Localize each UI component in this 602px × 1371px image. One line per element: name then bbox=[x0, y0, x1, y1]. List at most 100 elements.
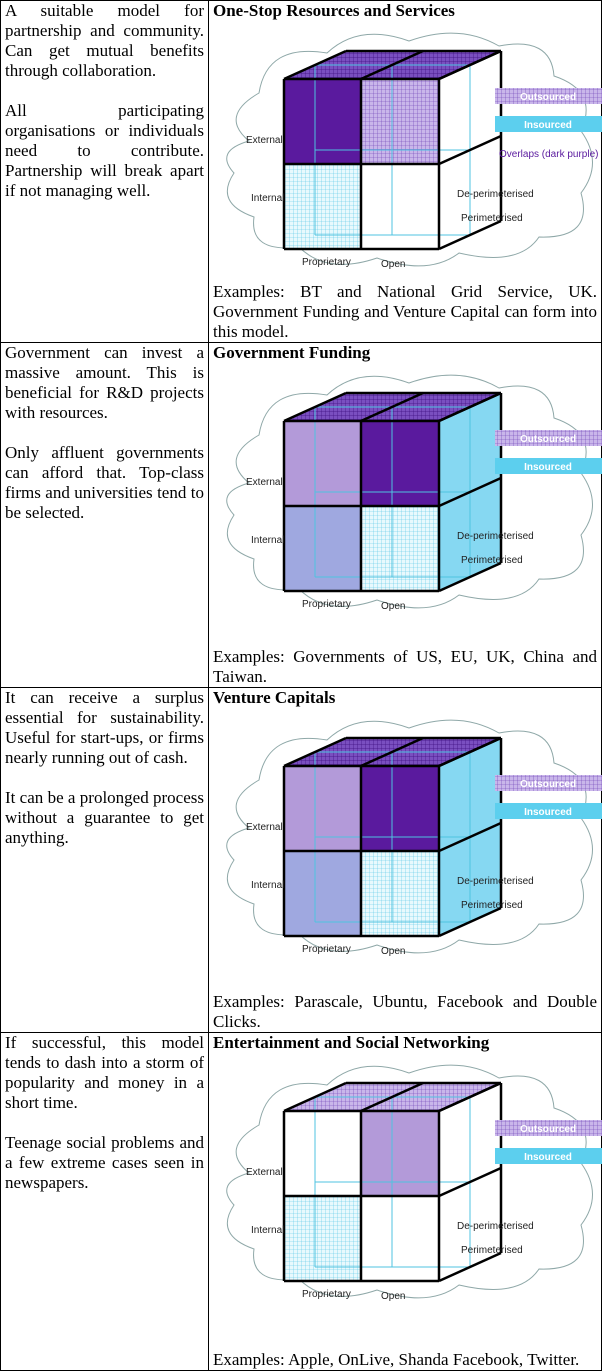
cube-edge bbox=[438, 391, 502, 423]
description-paragraph: A suitable model for partnership and com… bbox=[5, 1, 204, 80]
model-cell: Entertainment and Social Networking Exter… bbox=[208, 1032, 602, 1371]
cube-edge bbox=[438, 906, 502, 938]
description-paragraph: All participating organisations or indiv… bbox=[5, 101, 204, 200]
cube-edge bbox=[283, 736, 347, 768]
model-diagram: External Internal Proprietary Open De-perime… bbox=[226, 32, 602, 270]
model-title: Venture Capitals bbox=[213, 688, 336, 707]
table-row: Government can invest a massive amount. … bbox=[0, 342, 602, 688]
model-diagram: External Internal Proprietary Open De-perime… bbox=[226, 719, 602, 957]
cube-cell bbox=[361, 421, 439, 506]
diagram-label: Proprietary bbox=[302, 599, 351, 610]
diagram-label: Overlaps (dark purple) bbox=[499, 149, 598, 160]
cloud bbox=[226, 32, 593, 267]
description-cell: A suitable model for partnership and com… bbox=[0, 0, 209, 343]
diagram-label: External bbox=[246, 822, 283, 833]
model-title: One-Stop Resources and Services bbox=[213, 1, 455, 20]
model-diagram: External Internal Proprietary Open De-perime… bbox=[226, 1064, 602, 1302]
cube-edge bbox=[438, 134, 502, 166]
diagram-label: Internal bbox=[251, 193, 284, 204]
cube-edge bbox=[360, 736, 424, 768]
diagram-label: Open bbox=[381, 946, 405, 957]
description-paragraph: Teenage social problems and a few extrem… bbox=[5, 1133, 204, 1192]
description-cell: Government can invest a massive amount. … bbox=[0, 342, 209, 688]
cube-cell bbox=[284, 851, 361, 936]
diagram-label: Internal bbox=[251, 1225, 284, 1236]
cube-edge bbox=[360, 49, 424, 81]
cube-cell bbox=[284, 164, 361, 249]
diagram-label: Outsourced bbox=[520, 779, 576, 790]
model-examples: Examples: BT and National Grid Service, … bbox=[213, 282, 597, 341]
diagram-label: Perimeterised bbox=[461, 555, 523, 566]
model-diagram: External Internal Proprietary Open De-perime… bbox=[226, 374, 602, 612]
cube-cell bbox=[284, 506, 361, 591]
cloud bbox=[226, 374, 593, 609]
cube-edge bbox=[283, 391, 347, 423]
cube-edge bbox=[438, 736, 502, 768]
description-cell: It can receive a surplus essential for s… bbox=[0, 687, 209, 1033]
cube-cell bbox=[284, 1111, 361, 1196]
cube-cell bbox=[361, 164, 439, 249]
diagram-label: Insourced bbox=[524, 807, 572, 818]
cube-cell bbox=[284, 421, 361, 506]
diagram-label: Internal bbox=[251, 880, 284, 891]
cube-edge bbox=[360, 391, 424, 423]
legend-insourced bbox=[495, 116, 602, 132]
diagram-label: Perimeterised bbox=[461, 213, 523, 224]
cloud bbox=[226, 1064, 593, 1299]
cube-edge bbox=[438, 1251, 502, 1283]
diagram-label: Proprietary bbox=[302, 1289, 351, 1300]
diagram-label: De-perimeterised bbox=[457, 189, 534, 200]
table-row: If successful, this model tends to dash … bbox=[0, 1032, 602, 1371]
diagram-label: Insourced bbox=[524, 462, 572, 473]
cube-edge bbox=[438, 476, 502, 508]
diagram-label: De-perimeterised bbox=[457, 1221, 534, 1232]
model-title: Government Funding bbox=[213, 343, 371, 362]
diagram-label: Perimeterised bbox=[461, 900, 523, 911]
cube-edge bbox=[283, 1081, 347, 1113]
diagram-label: Open bbox=[381, 259, 405, 270]
table-row: It can receive a surplus essential for s… bbox=[0, 687, 602, 1033]
cube-cell bbox=[361, 79, 439, 164]
legend-outsourced bbox=[495, 775, 602, 791]
cloud bbox=[226, 719, 593, 954]
description-paragraph: It can be a prolonged process without a … bbox=[5, 788, 204, 847]
diagram-label: External bbox=[246, 477, 283, 488]
description-paragraph: It can receive a surplus essential for s… bbox=[5, 688, 204, 767]
diagram-label: External bbox=[246, 135, 283, 146]
legend-insourced bbox=[495, 1148, 602, 1164]
legend-insourced bbox=[495, 458, 602, 474]
diagram-label: Outsourced bbox=[520, 92, 576, 103]
cube-cell bbox=[361, 506, 439, 591]
model-examples: Examples: Apple, OnLive, Shanda Facebook… bbox=[213, 1350, 580, 1369]
diagram-label: Open bbox=[381, 601, 405, 612]
diagram-label: External bbox=[246, 1167, 283, 1178]
diagram-label: Internal bbox=[251, 535, 284, 546]
description-cell: If successful, this model tends to dash … bbox=[0, 1032, 209, 1371]
diagram-label: Perimeterised bbox=[461, 1245, 523, 1256]
cube-edge bbox=[438, 49, 502, 81]
cube-edge bbox=[438, 1166, 502, 1198]
diagram-label: Outsourced bbox=[520, 434, 576, 445]
model-title: Entertainment and Social Networking bbox=[213, 1033, 490, 1052]
diagram-label: Proprietary bbox=[302, 944, 351, 955]
cube-cell bbox=[361, 1111, 439, 1196]
diagram-label: Open bbox=[381, 1291, 405, 1302]
diagram-label: Outsourced bbox=[520, 1124, 576, 1135]
diagram-label: Insourced bbox=[524, 1152, 572, 1163]
cube-cell bbox=[284, 1196, 361, 1281]
cube-edge bbox=[438, 219, 502, 251]
model-cell: One-Stop Resources and Services External I… bbox=[208, 0, 602, 343]
model-cell: Venture Capitals External Internal Propriet… bbox=[208, 687, 602, 1033]
model-examples: Examples: Governments of US, EU, UK, Chi… bbox=[213, 647, 597, 686]
cube-edge bbox=[283, 49, 347, 81]
legend-outsourced bbox=[495, 88, 602, 104]
model-examples: Examples: Parascale, Ubuntu, Facebook an… bbox=[213, 992, 597, 1031]
legend-insourced bbox=[495, 803, 602, 819]
description-paragraph: Only affluent governments can afford tha… bbox=[5, 443, 204, 522]
cube-cell bbox=[284, 79, 361, 164]
table-row: A suitable model for partnership and com… bbox=[0, 0, 602, 343]
diagram-label: Proprietary bbox=[302, 257, 351, 268]
cube-edge bbox=[360, 1081, 424, 1113]
legend-outsourced bbox=[495, 1120, 602, 1136]
